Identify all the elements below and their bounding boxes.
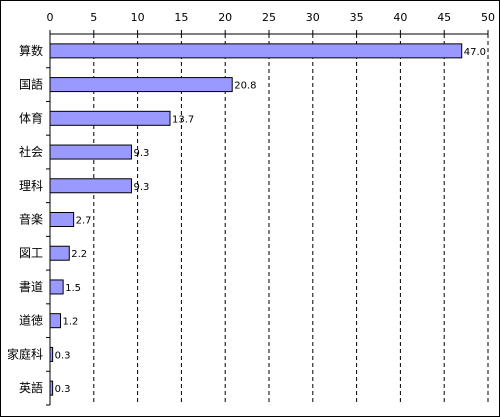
bar-3 xyxy=(49,144,132,160)
tick-label-45: 45 xyxy=(437,11,451,24)
category-label-5: 音楽 xyxy=(19,212,43,227)
category-label-9: 家庭科 xyxy=(7,346,43,361)
category-label-8: 道徳 xyxy=(19,313,43,328)
bar-8 xyxy=(49,313,62,329)
category-label-0: 算数 xyxy=(19,43,43,58)
tick-label-5: 5 xyxy=(90,11,97,24)
axis-layer xyxy=(46,30,489,406)
category-label-1: 国語 xyxy=(19,77,43,92)
value-label-4: 9.3 xyxy=(133,182,149,193)
value-label-8: 1.2 xyxy=(63,317,79,328)
bar-6 xyxy=(49,245,70,261)
category-label-3: 社会 xyxy=(19,144,43,159)
tick-labels: 0 5 10 15 20 25 30 35 40 45 50 xyxy=(47,11,496,24)
tick-label-50: 50 xyxy=(481,11,495,24)
bar-7 xyxy=(49,279,64,295)
category-label-7: 書道 xyxy=(19,280,43,294)
tick-label-25: 25 xyxy=(262,11,276,24)
value-label-9: 0.3 xyxy=(55,350,71,361)
tick-label-40: 40 xyxy=(393,11,407,24)
bar-5 xyxy=(49,212,75,227)
value-label-2: 13.7 xyxy=(172,114,194,125)
value-label-7: 1.5 xyxy=(65,283,81,294)
tick-label-20: 20 xyxy=(218,11,232,24)
value-label-3: 9.3 xyxy=(133,148,149,159)
category-label-2: 体育 xyxy=(19,110,43,125)
value-label-1: 20.8 xyxy=(234,81,256,92)
bar-1 xyxy=(49,77,233,93)
bar-0 xyxy=(49,43,463,59)
tick-label-10: 10 xyxy=(131,11,145,24)
tick-label-0: 0 xyxy=(47,11,54,24)
grid-layer xyxy=(93,34,489,405)
value-label-0: 47.0 xyxy=(464,47,486,58)
value-label-10: 0.3 xyxy=(55,384,71,395)
category-label-4: 理科 xyxy=(19,179,43,193)
category-label-10: 英語 xyxy=(19,380,43,395)
bar-2 xyxy=(49,110,171,126)
category-label-6: 図工 xyxy=(19,246,43,260)
tick-label-15: 15 xyxy=(174,11,188,24)
tick-label-35: 35 xyxy=(350,11,364,24)
value-label-6: 2.2 xyxy=(71,249,87,260)
value-labels: 47.0 20.8 13.7 9.3 9.3 2.7 2.2 1.5 1.2 0.3 0.3 xyxy=(55,47,486,395)
bars xyxy=(49,43,463,396)
value-label-5: 2.7 xyxy=(76,216,92,227)
bar-4 xyxy=(49,178,132,194)
tick-label-30: 30 xyxy=(306,11,320,24)
